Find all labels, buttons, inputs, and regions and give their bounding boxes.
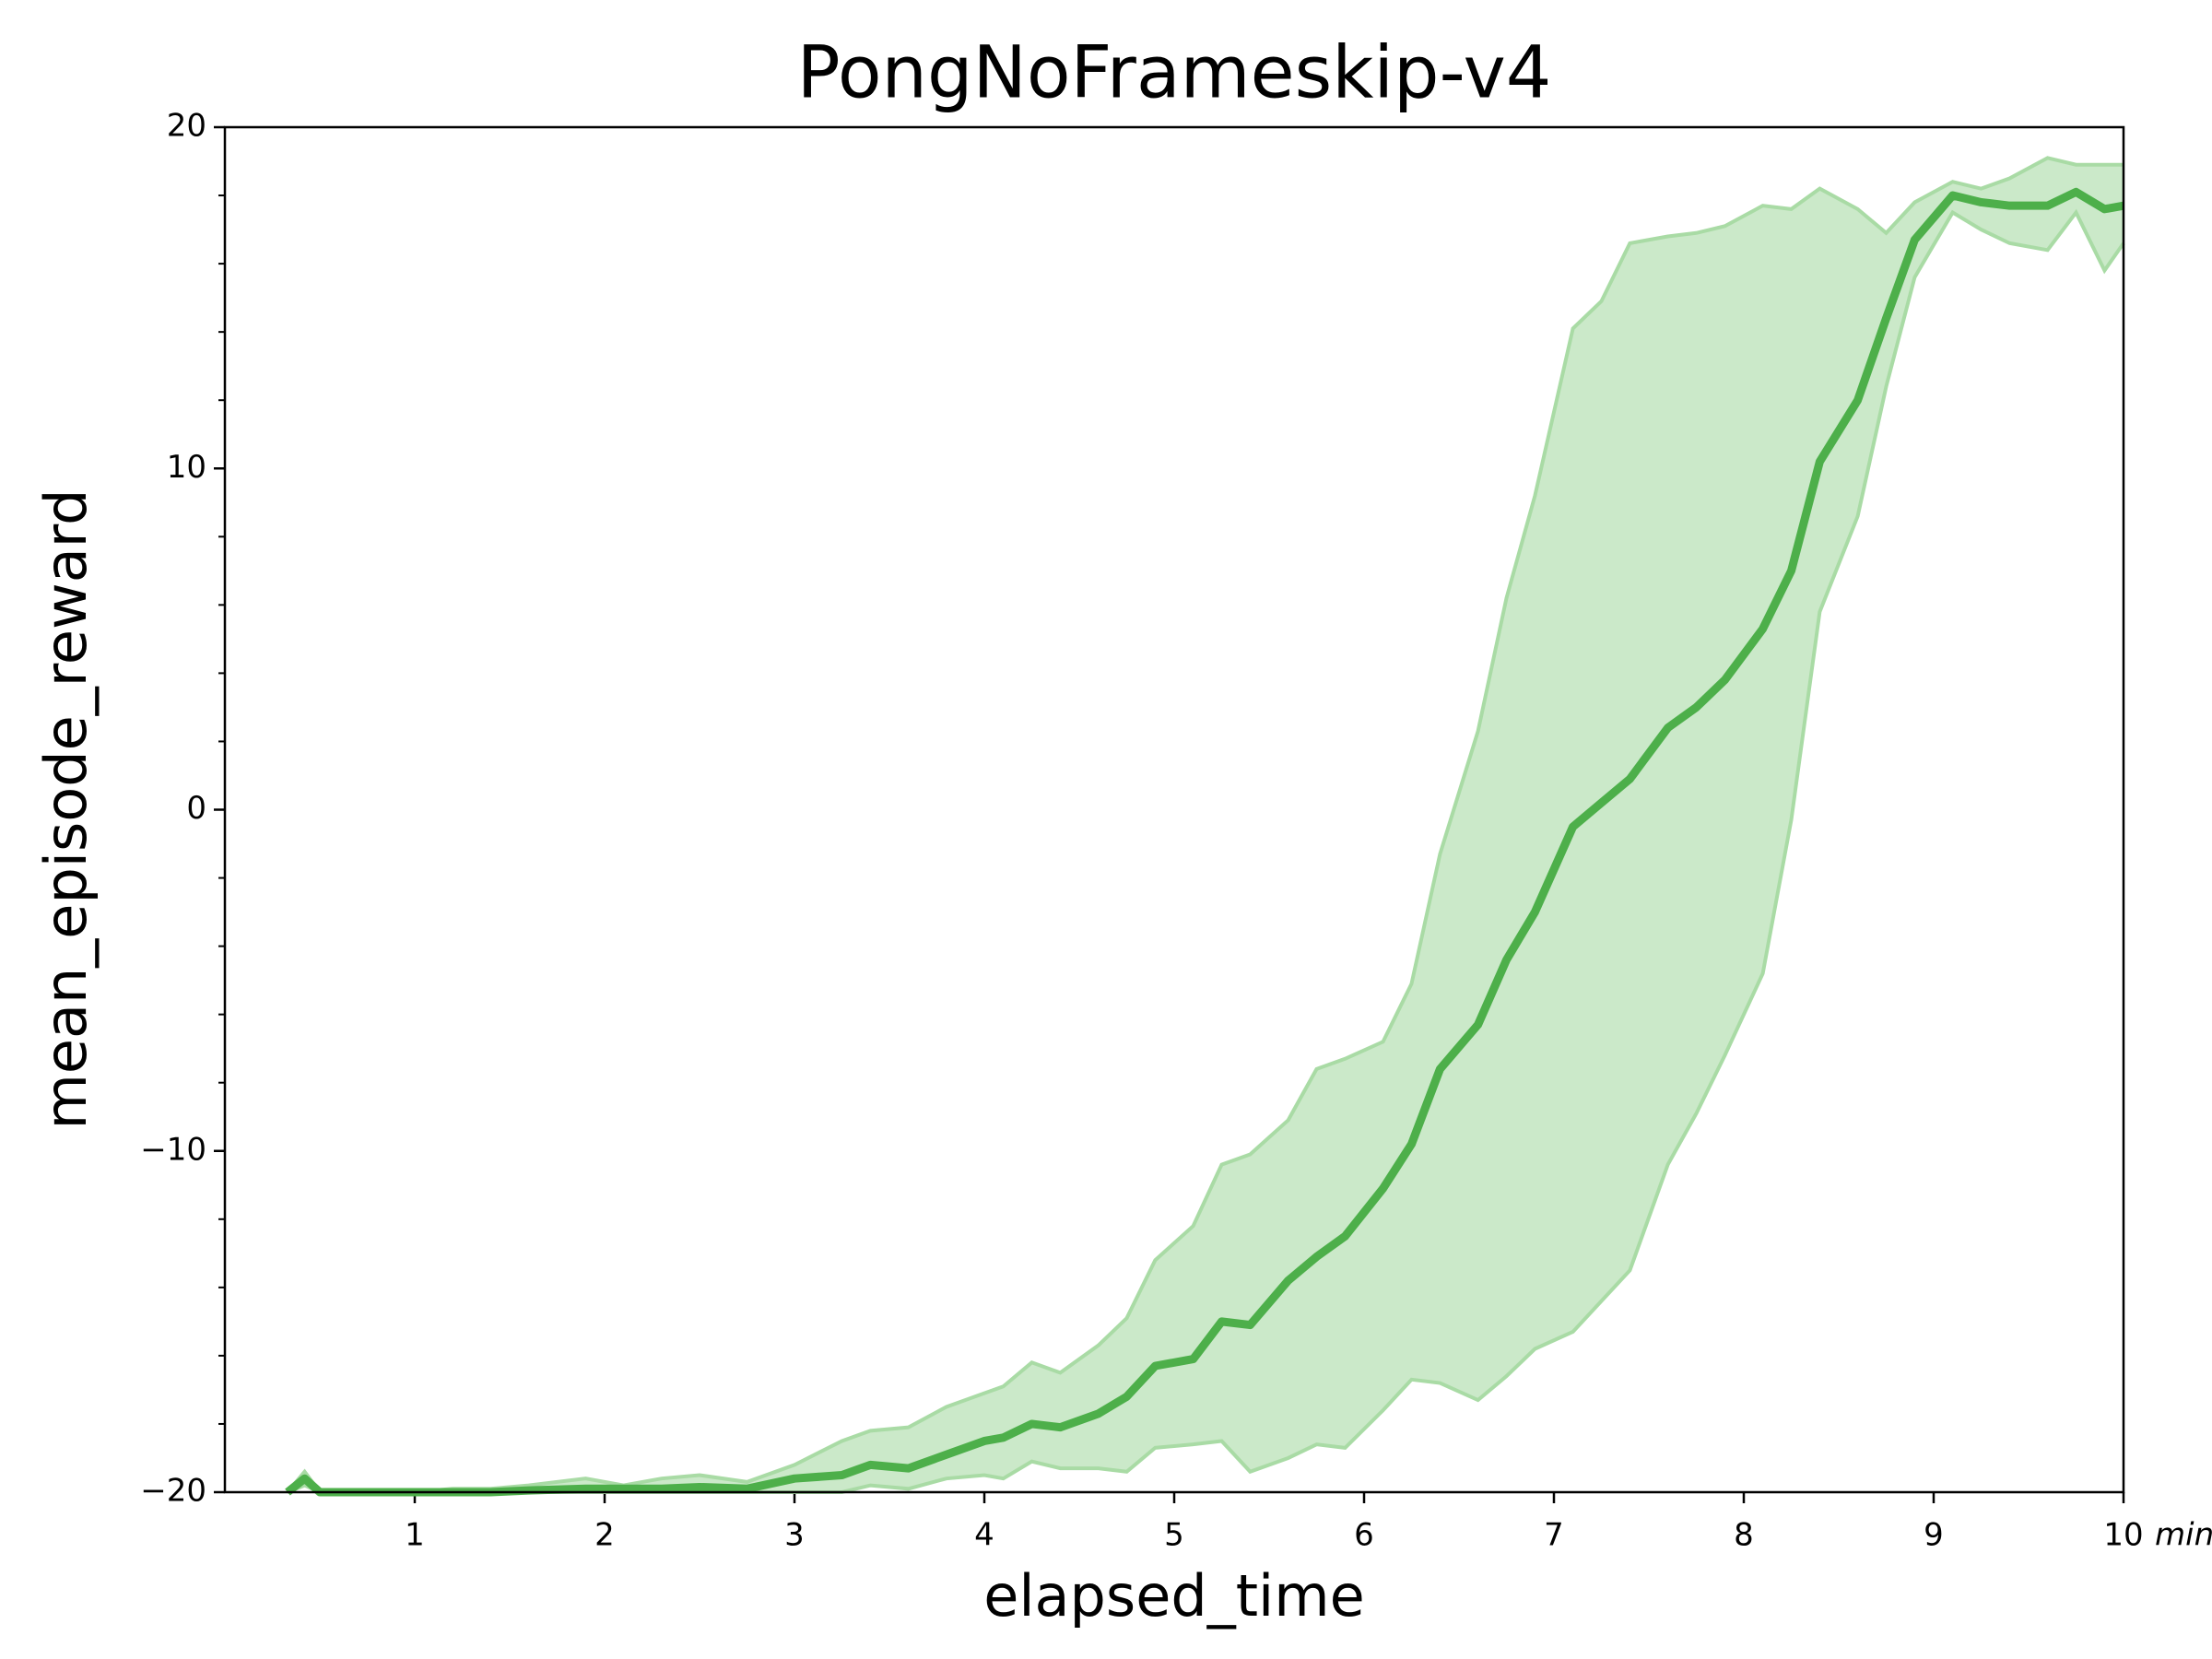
- mean-line: [285, 187, 2124, 1497]
- y-tick-label: 0: [186, 790, 206, 827]
- x-tick-label: 6: [1354, 1517, 1374, 1554]
- x-tick-label: 7: [1544, 1517, 1564, 1554]
- chart-title: PongNoFrameskip-v4: [797, 31, 1552, 114]
- x-tick-label: 9: [1924, 1517, 1944, 1554]
- band-upper: [286, 156, 2124, 1494]
- y-axis-label: mean_episode_reward: [32, 488, 100, 1129]
- y-tick-label: 10: [167, 449, 206, 486]
- y-tick-label: −10: [140, 1131, 206, 1168]
- x-axis-label: elapsed_time: [983, 1562, 1365, 1630]
- x-tick-label: 3: [784, 1517, 805, 1554]
- y-tick-label: −20: [140, 1473, 206, 1510]
- x-tick-label: 10: [2103, 1517, 2143, 1554]
- x-tick-label: 4: [974, 1517, 994, 1554]
- x-tick-label: 8: [1734, 1517, 1754, 1554]
- x-unit: min: [2155, 1517, 2212, 1554]
- x-tick-label: 2: [594, 1517, 615, 1554]
- x-tick-label: 5: [1164, 1517, 1184, 1554]
- x-tick-label: 1: [405, 1517, 425, 1554]
- y-tick-label: 20: [167, 108, 206, 145]
- plot-frame: [223, 125, 2125, 1494]
- band-area: [287, 158, 2124, 1492]
